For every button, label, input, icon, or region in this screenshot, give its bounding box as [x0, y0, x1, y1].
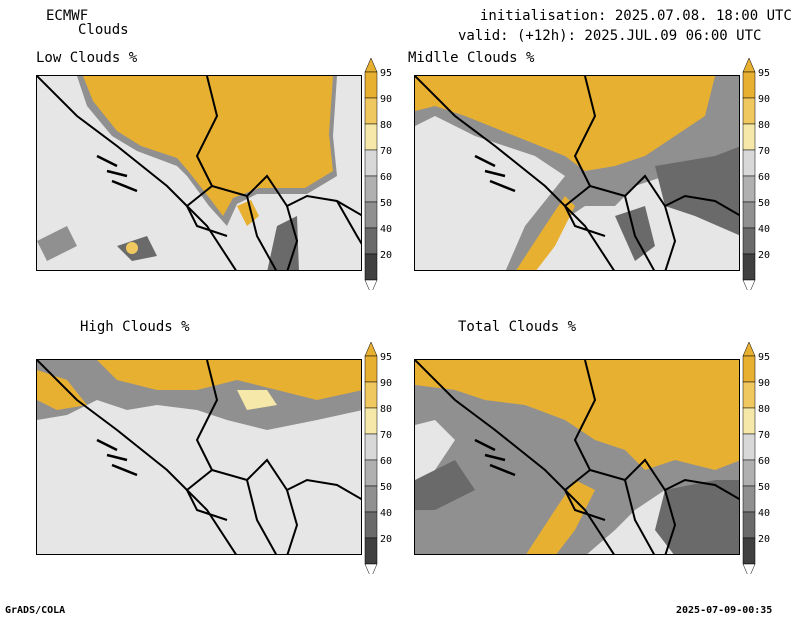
colorbar-tick-label: 70	[758, 430, 770, 441]
colorbar-top-arrow	[364, 58, 378, 73]
colorbar-tick-label: 40	[380, 224, 392, 235]
colorbar-tick-label: 70	[380, 430, 392, 441]
colorbar-segment	[742, 201, 756, 229]
colorbar-bottom-arrow	[742, 563, 756, 574]
colorbar-tick-label: 70	[380, 146, 392, 157]
colorbar-tick-label: 95	[758, 352, 770, 363]
colorbar-segment	[742, 459, 756, 487]
colorbar-segment	[364, 149, 378, 177]
map-total-clouds	[414, 359, 740, 555]
colorbar-segment	[742, 355, 756, 383]
colorbar-segment	[742, 381, 756, 409]
colorbar-segment	[364, 485, 378, 513]
panel-title-high: High Clouds %	[80, 319, 190, 335]
valid-time: valid: (+12h): 2025.JUL.09 06:00 UTC	[458, 28, 762, 44]
colorbar-bottom-left: 95 90 80 70 60 50 40 20	[364, 342, 404, 574]
colorbar-tick-label: 20	[758, 534, 770, 545]
colorbar-segment	[364, 459, 378, 487]
colorbar-top-arrow	[742, 58, 756, 73]
colorbar-bottom-right: 95 90 80 70 60 50 40 20	[742, 342, 782, 574]
colorbar-bottom-arrow	[364, 279, 378, 290]
colorbar-tick-label: 40	[758, 224, 770, 235]
colorbar-tick-label: 40	[380, 508, 392, 519]
colorbar-tick-label: 50	[380, 482, 392, 493]
colorbar-tick-label: 80	[380, 404, 392, 415]
footer-source: GrADS/COLA	[5, 605, 66, 616]
colorbar-segment	[364, 71, 378, 99]
colorbar-tick-label: 20	[758, 250, 770, 261]
init-time: initialisation: 2025.07.08. 18:00 UTC	[480, 8, 792, 24]
product-name: Clouds	[78, 22, 129, 38]
colorbar-tick-label: 60	[380, 456, 392, 467]
colorbar-segment	[742, 71, 756, 99]
colorbar-segment	[742, 485, 756, 513]
colorbar-top-right: 95 90 80 70 60 50 40 20	[742, 58, 782, 290]
colorbar-tick-label: 95	[758, 68, 770, 79]
panel-title-total: Total Clouds %	[458, 319, 577, 335]
colorbar-segment	[742, 227, 756, 255]
colorbar-tick-label: 80	[758, 120, 770, 131]
colorbar-tick-label: 90	[758, 378, 770, 389]
colorbar-tick-label: 20	[380, 534, 392, 545]
panel-title-middle: Midlle Clouds %	[408, 50, 535, 66]
colorbar-top-arrow	[364, 342, 378, 357]
map-high-clouds	[36, 359, 362, 555]
panel-title-low: Low Clouds %	[36, 50, 138, 66]
colorbar-tick-label: 90	[380, 94, 392, 105]
colorbar-segment	[364, 537, 378, 565]
colorbar-tick-label: 50	[380, 198, 392, 209]
colorbar-segment	[742, 433, 756, 461]
colorbar-top-left: 95 90 80 70 60 50 40 20	[364, 58, 404, 290]
colorbar-segment	[364, 97, 378, 125]
colorbar-tick-label: 50	[758, 198, 770, 209]
colorbar-tick-label: 60	[380, 172, 392, 183]
colorbar-segment	[742, 511, 756, 539]
footer-timestamp: 2025-07-09-00:35	[676, 605, 773, 616]
colorbar-tick-label: 40	[758, 508, 770, 519]
colorbar-tick-label: 95	[380, 68, 392, 79]
colorbar-tick-label: 90	[758, 94, 770, 105]
colorbar-segment	[742, 97, 756, 125]
colorbar-bottom-arrow	[364, 563, 378, 574]
colorbar-segment	[364, 381, 378, 409]
colorbar-segment	[742, 407, 756, 435]
map-low-clouds	[36, 75, 362, 271]
colorbar-segment	[742, 149, 756, 177]
colorbar-segment	[364, 253, 378, 281]
colorbar-segment	[364, 355, 378, 383]
colorbar-segment	[364, 511, 378, 539]
colorbar-tick-label: 95	[380, 352, 392, 363]
colorbar-segment	[364, 201, 378, 229]
colorbar-tick-label: 20	[380, 250, 392, 261]
colorbar-segment	[742, 175, 756, 203]
colorbar-segment	[742, 253, 756, 281]
colorbar-tick-label: 70	[758, 146, 770, 157]
colorbar-tick-label: 80	[758, 404, 770, 415]
colorbar-segment	[364, 433, 378, 461]
colorbar-segment	[742, 537, 756, 565]
colorbar-tick-label: 60	[758, 172, 770, 183]
colorbar-segment	[364, 175, 378, 203]
model-name: ECMWF	[46, 8, 89, 24]
colorbar-segment	[742, 123, 756, 151]
colorbar-segment	[364, 407, 378, 435]
colorbar-top-arrow	[742, 342, 756, 357]
colorbar-tick-label: 90	[380, 378, 392, 389]
colorbar-segment	[364, 227, 378, 255]
colorbar-tick-label: 80	[380, 120, 392, 131]
colorbar-tick-label: 60	[758, 456, 770, 467]
colorbar-tick-label: 50	[758, 482, 770, 493]
colorbar-bottom-arrow	[742, 279, 756, 290]
map-middle-clouds	[414, 75, 740, 271]
colorbar-segment	[364, 123, 378, 151]
